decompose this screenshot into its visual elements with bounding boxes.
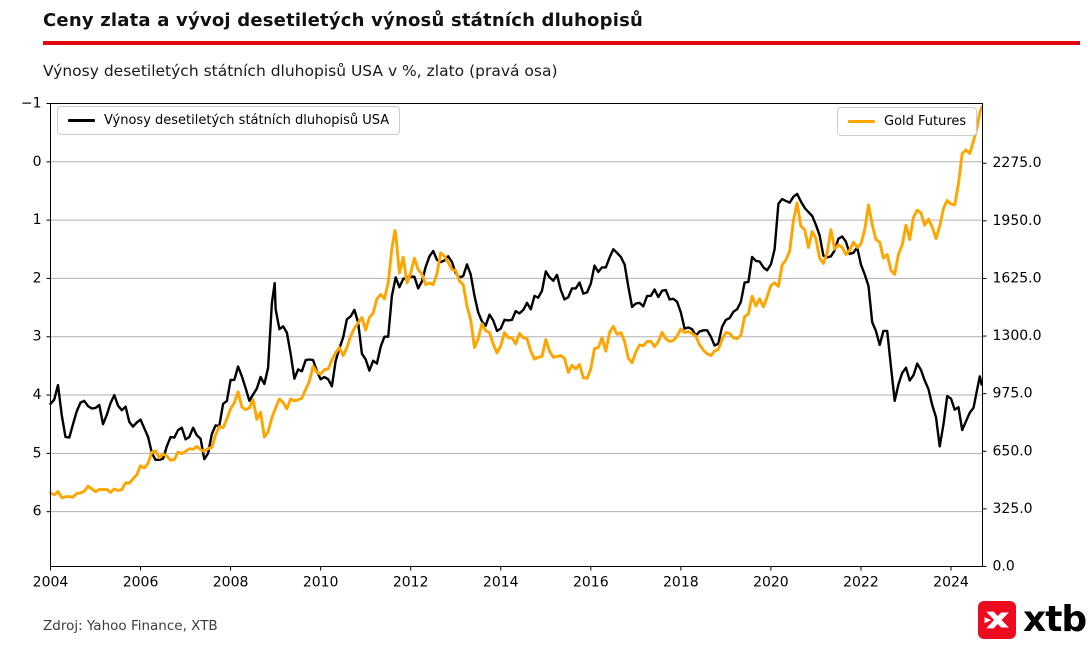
y-right-tick-label: 0.0 xyxy=(993,559,1015,575)
y-left-tick-label: 0 xyxy=(33,154,42,170)
plot-spines xyxy=(50,103,983,567)
y-left-tick-label: 3 xyxy=(33,329,42,345)
x-tick-label: 2016 xyxy=(573,575,609,591)
y-left-tick-label: 5 xyxy=(33,445,42,461)
x-tick-label: 2014 xyxy=(483,575,519,591)
source-note: Zdroj: Yahoo Finance, XTB xyxy=(43,618,218,634)
y-left-tick-label: 1 xyxy=(33,212,42,228)
title-accent-rule xyxy=(43,41,1080,45)
y-left-tick-label: 2 xyxy=(33,270,42,286)
yields-line-swatch xyxy=(68,119,95,122)
legend-gold-label: Gold Futures xyxy=(884,114,967,129)
x-tick-label: 2018 xyxy=(663,575,699,591)
x-tick-label: 2020 xyxy=(753,575,789,591)
x-tick-label: 2024 xyxy=(933,575,969,591)
x-tick-label: 2012 xyxy=(393,575,429,591)
y-left-tick-label: 4 xyxy=(33,387,42,403)
y-right-tick-label: 1625.0 xyxy=(993,270,1042,286)
x-tick-label: 2006 xyxy=(123,575,159,591)
series-gold-line xyxy=(49,105,984,500)
x-tick-label: 2010 xyxy=(303,575,339,591)
xtb-logo-icon xyxy=(978,601,1016,639)
page-title: Ceny zlata a vývoj desetiletých výnosů s… xyxy=(43,10,643,31)
x-tick-label: 2022 xyxy=(843,575,879,591)
y-right-tick-label: 975.0 xyxy=(993,386,1033,402)
x-tick-label: 2004 xyxy=(33,575,69,591)
gold-line-swatch xyxy=(848,120,875,123)
xtb-logo-text: xtb xyxy=(1023,599,1087,640)
y-left-tick-label: 6 xyxy=(33,504,42,520)
y-right-tick-label: 1950.0 xyxy=(993,213,1042,229)
y-right-tick-label: 1300.0 xyxy=(993,328,1042,344)
xtb-logo: xtb xyxy=(978,599,1087,640)
legend-yields: Výnosy desetiletých státních dluhopisů U… xyxy=(57,106,401,135)
x-tick-label: 2008 xyxy=(213,575,249,591)
y-left-tick-label: −1 xyxy=(21,96,42,112)
chart-subtitle: Výnosy desetiletých státních dluhopisů U… xyxy=(43,62,558,80)
y-right-tick-label: 325.0 xyxy=(993,501,1033,517)
series-yields-line xyxy=(49,192,983,461)
legend-gold: Gold Futures xyxy=(837,107,978,136)
y-right-tick-label: 650.0 xyxy=(993,443,1033,459)
legend-yields-label: Výnosy desetiletých státních dluhopisů U… xyxy=(104,113,390,128)
y-right-tick-label: 2275.0 xyxy=(993,155,1042,171)
